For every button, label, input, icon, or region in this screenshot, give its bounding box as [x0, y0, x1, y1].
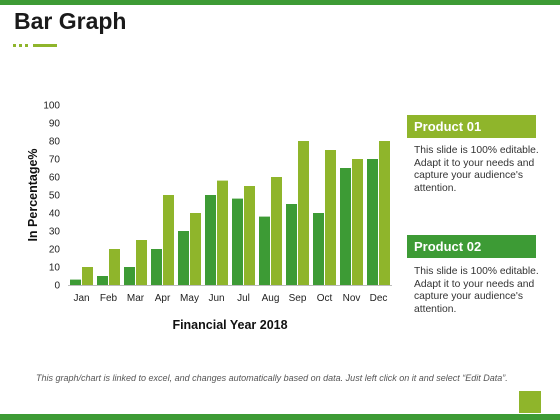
x-tick-label: Jun — [208, 293, 224, 304]
y-tick-label: 0 — [54, 281, 60, 292]
top-accent-bar — [0, 0, 560, 5]
bar-product-01-dec[interactable] — [379, 141, 390, 285]
x-tick-label: Sep — [289, 293, 307, 304]
legend-product-02-description: This slide is 100% editable. Adapt it to… — [414, 266, 539, 315]
bar-product-01-jan[interactable] — [82, 267, 93, 285]
slide-title: Bar Graph — [14, 8, 127, 34]
bar-product-01-apr[interactable] — [163, 195, 174, 285]
y-tick-label: 40 — [49, 209, 61, 220]
bar-product-01-jul[interactable] — [244, 186, 255, 285]
bar-product-02-feb[interactable] — [97, 276, 108, 285]
bar-product-01-aug[interactable] — [271, 177, 282, 285]
bar-product-01-may[interactable] — [190, 213, 201, 285]
bar-product-01-nov[interactable] — [352, 159, 363, 285]
bar-product-02-mar[interactable] — [124, 267, 135, 285]
bar-product-01-sep[interactable] — [298, 141, 309, 285]
y-tick-label: 10 — [49, 263, 61, 274]
bar-product-01-feb[interactable] — [109, 249, 120, 285]
accent-dot — [19, 44, 22, 47]
y-tick-label: 30 — [49, 227, 61, 238]
bar-product-02-oct[interactable] — [313, 213, 324, 285]
legend-product-02-label: Product 02 — [407, 235, 536, 258]
x-tick-label: Feb — [100, 293, 118, 304]
bar-product-01-mar[interactable] — [136, 240, 147, 285]
x-tick-label: Mar — [127, 293, 145, 304]
bar-product-02-may[interactable] — [178, 231, 189, 285]
accent-dash — [33, 44, 57, 47]
x-tick-label: Apr — [155, 293, 171, 304]
bar-product-02-jan[interactable] — [70, 279, 81, 285]
x-tick-label: Jan — [73, 293, 89, 304]
y-tick-label: 80 — [49, 137, 61, 148]
x-tick-label: Nov — [343, 293, 361, 304]
bar-product-02-dec[interactable] — [367, 159, 378, 285]
footnote: This graph/chart is linked to excel, and… — [36, 373, 508, 383]
accent-dot — [13, 44, 16, 47]
bar-product-02-sep[interactable] — [286, 204, 297, 285]
title-underline-decoration — [13, 44, 63, 47]
bar-product-01-jun[interactable] — [217, 180, 228, 285]
x-tick-label: Oct — [317, 293, 333, 304]
x-tick-label: Jul — [237, 293, 250, 304]
bar-product-02-jun[interactable] — [205, 195, 216, 285]
y-tick-label: 70 — [49, 155, 61, 166]
y-tick-label: 50 — [49, 191, 61, 202]
y-tick-label: 90 — [49, 119, 61, 130]
y-tick-label: 20 — [49, 245, 61, 256]
legend-product-01-label: Product 01 — [407, 115, 536, 138]
y-tick-label: 100 — [43, 101, 60, 112]
bar-product-02-apr[interactable] — [151, 249, 162, 285]
bar-series[interactable] — [70, 141, 390, 285]
x-tick-label: Aug — [262, 293, 280, 304]
legend-product-01-description: This slide is 100% editable. Adapt it to… — [414, 145, 539, 194]
bar-product-02-nov[interactable] — [340, 168, 351, 285]
bottom-accent-bar — [0, 414, 560, 420]
bar-product-01-oct[interactable] — [325, 150, 336, 285]
bar-product-02-aug[interactable] — [259, 216, 270, 285]
y-axis-title: In Percentage% — [26, 148, 40, 241]
bar-product-02-jul[interactable] — [232, 198, 243, 285]
x-tick-label: May — [180, 293, 199, 304]
y-axis-ticks: 0 10 20 30 40 50 60 70 80 90 100 — [43, 101, 60, 292]
x-axis-title: Financial Year 2018 — [172, 318, 287, 332]
accent-dot — [25, 44, 28, 47]
x-axis-ticks: Jan Feb Mar Apr May Jun Jul Aug Sep Oct Nov Dec — [73, 293, 387, 304]
y-tick-label: 60 — [49, 173, 61, 184]
corner-decoration — [519, 391, 541, 413]
x-tick-label: Dec — [370, 293, 388, 304]
